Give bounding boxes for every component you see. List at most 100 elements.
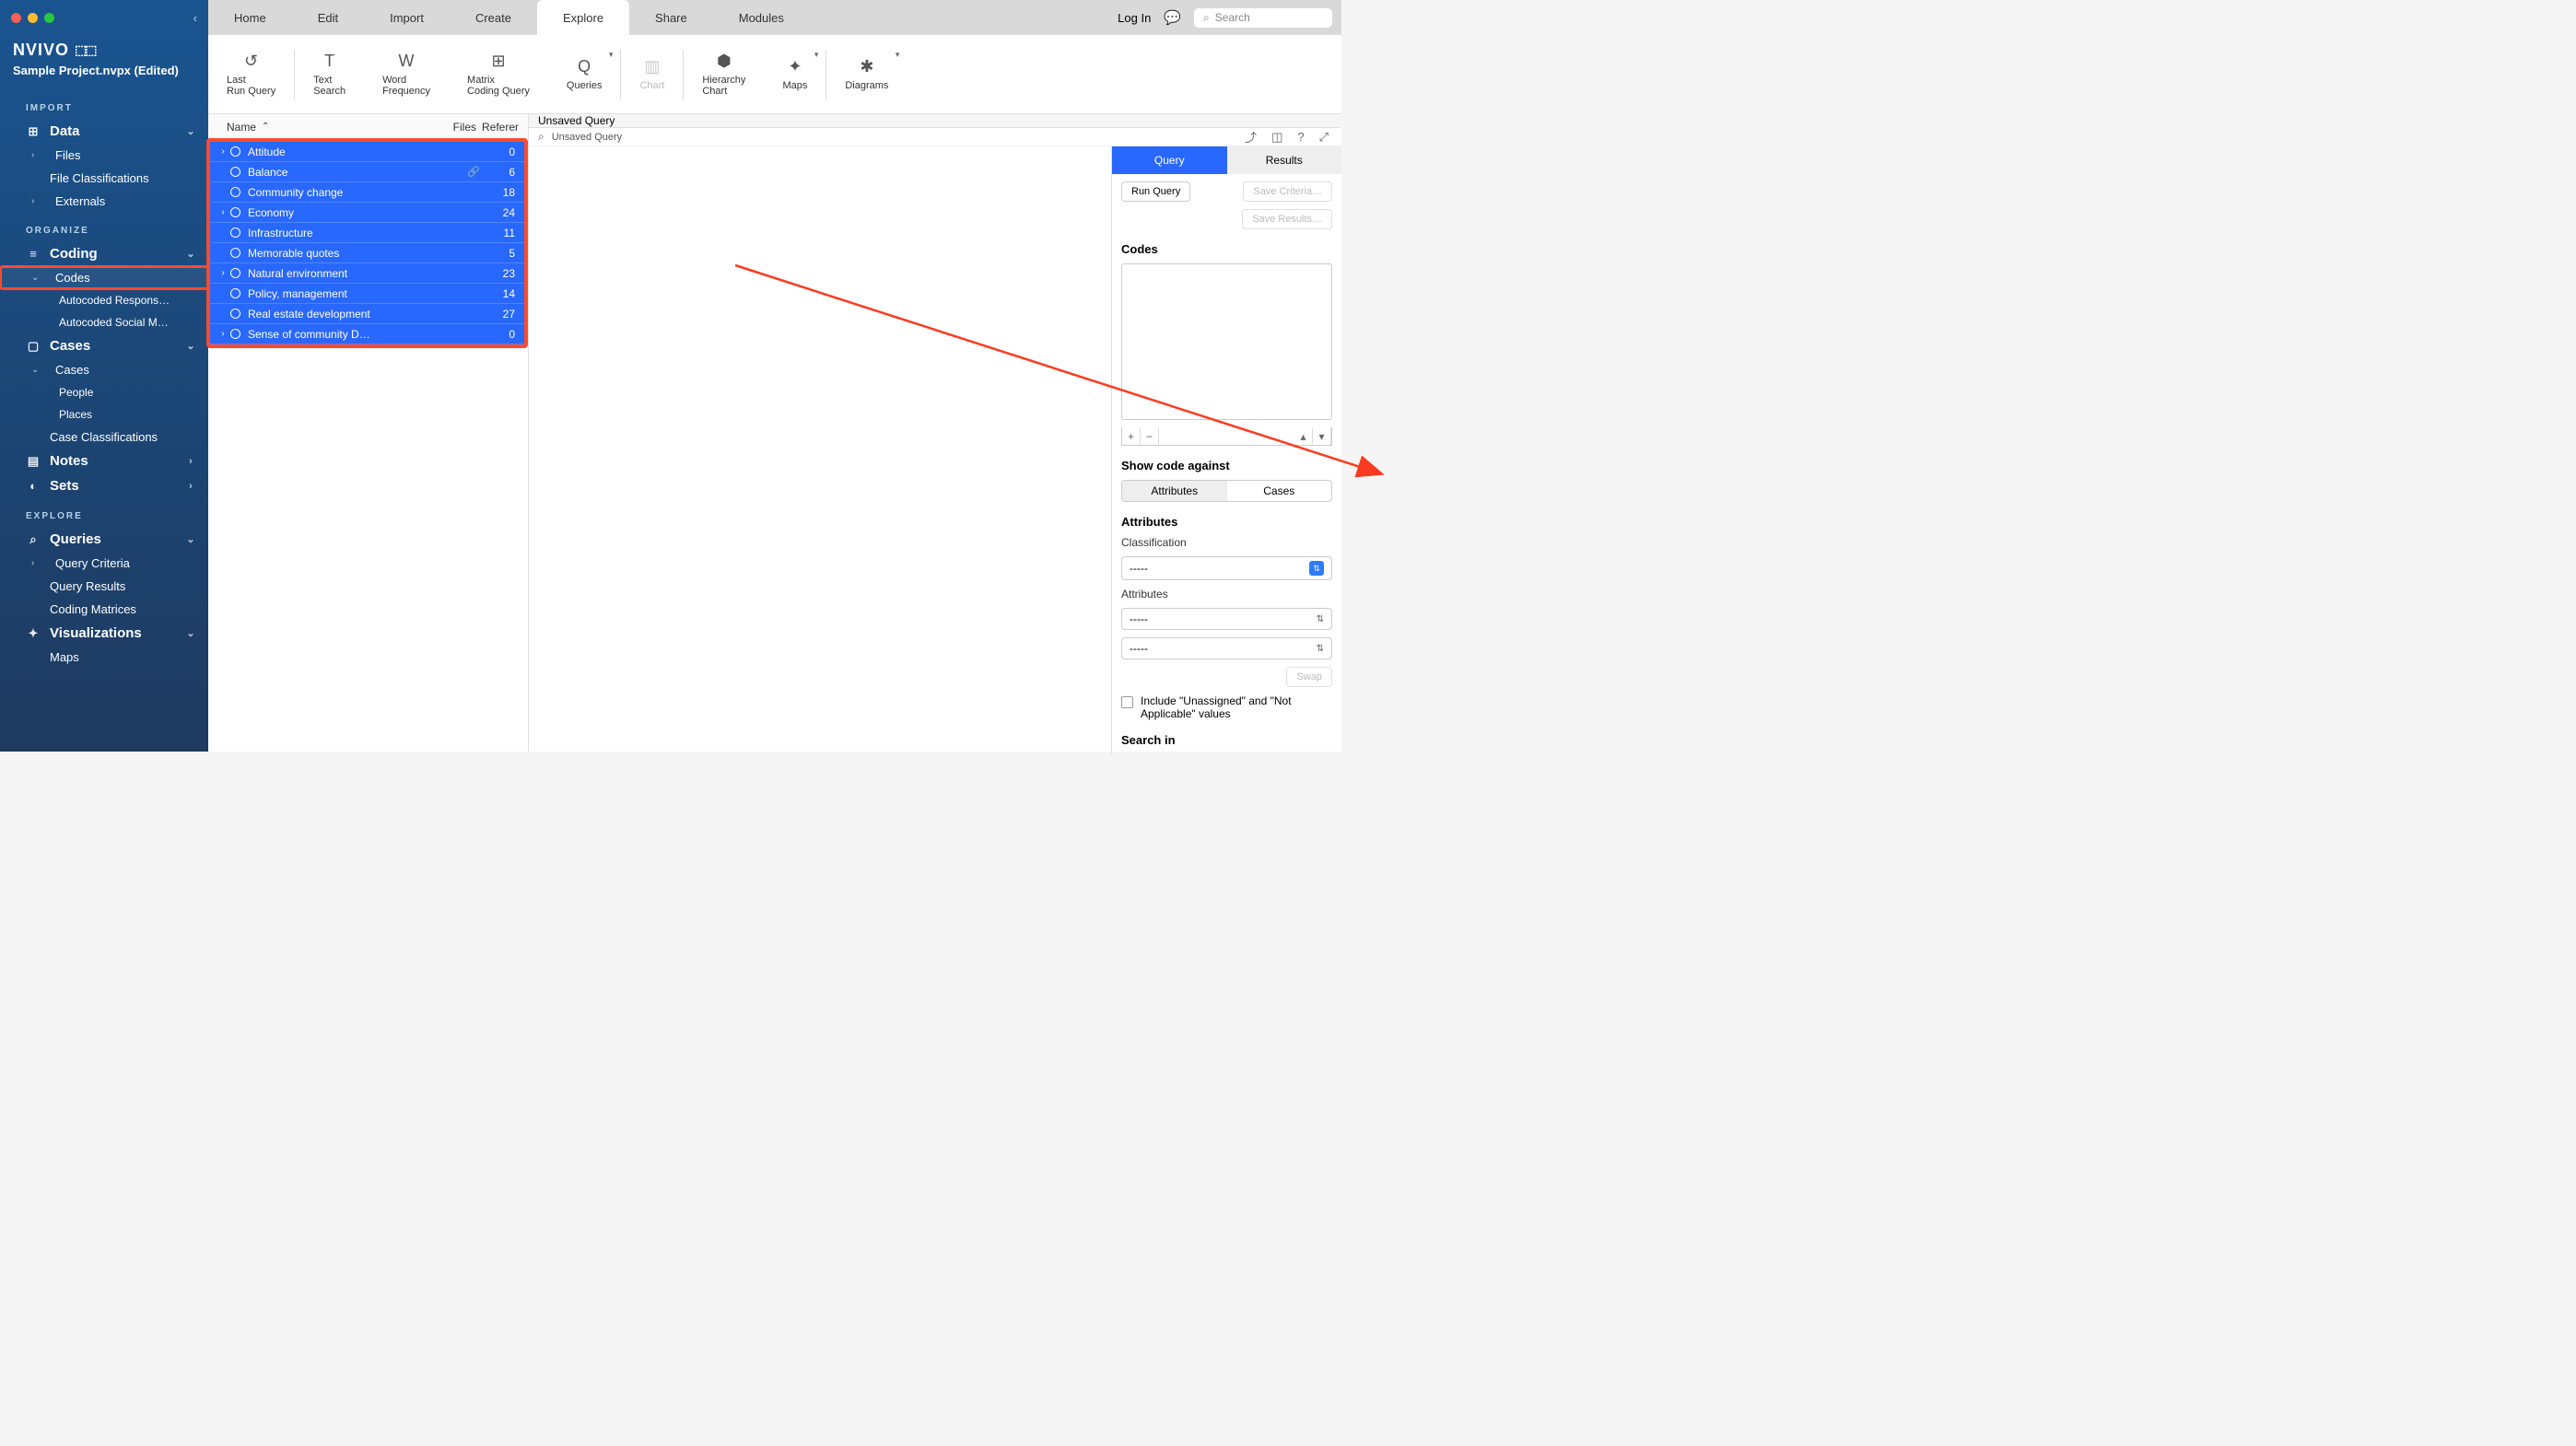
nav-icon: ✦ bbox=[26, 626, 41, 641]
maximize-window-button[interactable] bbox=[44, 13, 54, 23]
classification-select[interactable]: -----⇅ bbox=[1121, 556, 1332, 580]
expand-icon[interactable]: ⌄ bbox=[31, 365, 42, 375]
chevron-icon[interactable]: ⌄ bbox=[184, 248, 197, 260]
seg-cases[interactable]: Cases bbox=[1227, 481, 1332, 501]
chevron-icon[interactable]: ⌄ bbox=[184, 125, 197, 137]
menu-tab-modules[interactable]: Modules bbox=[713, 0, 810, 35]
include-unassigned-check[interactable]: Include "Unassigned" and "Not Applicable… bbox=[1121, 694, 1332, 720]
expand-icon[interactable]: › bbox=[31, 150, 42, 160]
menu-tab-home[interactable]: Home bbox=[208, 0, 292, 35]
code-row[interactable]: ›Sense of community D…0 bbox=[210, 324, 524, 344]
panel-toggle-icon[interactable]: ◫ bbox=[1268, 130, 1286, 145]
nav-data[interactable]: ⊞Data⌄ bbox=[0, 119, 208, 144]
nav-notes[interactable]: ▤Notes› bbox=[0, 449, 208, 473]
share-icon[interactable]: ⤴ bbox=[1241, 128, 1260, 146]
nav-externals[interactable]: ›Externals bbox=[0, 190, 208, 213]
chevron-icon[interactable]: ⌄ bbox=[184, 533, 197, 545]
login-link[interactable]: Log In bbox=[1118, 11, 1151, 25]
save-criteria-button[interactable]: Save Criteria… bbox=[1243, 181, 1332, 202]
ribbon-queries[interactable]: QQueries▾ bbox=[548, 35, 621, 113]
checkbox-icon[interactable] bbox=[1121, 696, 1133, 708]
ribbon-diagrams[interactable]: ✱Diagrams▾ bbox=[826, 35, 907, 113]
remove-code-button[interactable]: − bbox=[1141, 427, 1159, 445]
code-row[interactable]: Real estate development27 bbox=[210, 304, 524, 324]
ribbon-hierarchy-chart[interactable]: ⬢HierarchyChart bbox=[684, 35, 764, 113]
expand-icon[interactable]: › bbox=[31, 196, 42, 206]
nav-sets[interactable]: ◐Sets› bbox=[0, 473, 208, 498]
nav-places[interactable]: Places bbox=[0, 403, 208, 426]
seg-attributes[interactable]: Attributes bbox=[1122, 481, 1227, 501]
expand-icon[interactable]: ⤢ bbox=[1316, 130, 1332, 145]
chevron-icon[interactable]: › bbox=[184, 481, 197, 492]
menu-tab-share[interactable]: Share bbox=[629, 0, 713, 35]
chevron-icon[interactable]: ⌄ bbox=[184, 340, 197, 352]
expand-icon[interactable]: › bbox=[216, 268, 230, 278]
add-code-button[interactable]: + bbox=[1122, 427, 1141, 445]
expand-icon[interactable]: › bbox=[216, 207, 230, 217]
detail-tab[interactable]: Unsaved Query bbox=[538, 114, 615, 127]
code-row[interactable]: ›Attitude0 bbox=[210, 142, 524, 162]
attribute-2-select[interactable]: -----⇅ bbox=[1121, 637, 1332, 659]
code-row[interactable]: ›Economy24 bbox=[210, 203, 524, 223]
move-up-button[interactable]: ▴ bbox=[1294, 427, 1313, 445]
attribute-1-select[interactable]: -----⇅ bbox=[1121, 608, 1332, 630]
nav-case-classifications[interactable]: Case Classifications bbox=[0, 426, 208, 449]
chevron-icon[interactable]: › bbox=[184, 456, 197, 467]
column-name[interactable]: Name⌃ bbox=[227, 121, 434, 134]
comment-icon[interactable]: 💬 bbox=[1164, 9, 1181, 26]
nav-file-classifications[interactable]: File Classifications bbox=[0, 167, 208, 190]
nav-query-results[interactable]: Query Results bbox=[0, 575, 208, 598]
menu-tab-import[interactable]: Import bbox=[364, 0, 450, 35]
menu-tab-edit[interactable]: Edit bbox=[292, 0, 364, 35]
nav-coding[interactable]: ≡Coding⌄ bbox=[0, 241, 208, 266]
column-files[interactable]: Files bbox=[434, 121, 476, 134]
code-name: Policy, management bbox=[248, 287, 460, 300]
nav-query-criteria[interactable]: ›Query Criteria bbox=[0, 552, 208, 575]
expand-icon[interactable]: › bbox=[216, 146, 230, 157]
run-query-button[interactable]: Run Query bbox=[1121, 181, 1190, 202]
ribbon-maps[interactable]: ✦Maps▾ bbox=[764, 35, 825, 113]
codes-drop-area[interactable] bbox=[1121, 263, 1332, 420]
code-row[interactable]: Balance🔗6 bbox=[210, 162, 524, 182]
nav-codes[interactable]: ⌄Codes bbox=[0, 266, 208, 289]
minimize-window-button[interactable] bbox=[28, 13, 38, 23]
nav-autocoded-social-m-[interactable]: Autocoded Social M… bbox=[0, 311, 208, 333]
expand-icon[interactable]: › bbox=[31, 558, 42, 568]
show-against-segmented[interactable]: Attributes Cases bbox=[1121, 480, 1332, 502]
ribbon-last-run-query[interactable]: ↺LastRun Query bbox=[208, 35, 294, 113]
code-row[interactable]: Policy, management14 bbox=[210, 284, 524, 304]
expand-icon[interactable]: ⌄ bbox=[31, 273, 42, 283]
tab-results[interactable]: Results bbox=[1227, 146, 1342, 174]
nav-coding-matrices[interactable]: Coding Matrices bbox=[0, 598, 208, 621]
code-row[interactable]: Infrastructure11 bbox=[210, 223, 524, 243]
ribbon-matrix-coding-query[interactable]: ⊞MatrixCoding Query bbox=[449, 35, 548, 113]
close-window-button[interactable] bbox=[11, 13, 21, 23]
code-files-count: 0 bbox=[487, 328, 515, 341]
nav-label: Notes bbox=[50, 453, 88, 469]
menu-tab-create[interactable]: Create bbox=[450, 0, 537, 35]
column-references[interactable]: References bbox=[476, 121, 519, 134]
nav-visualizations[interactable]: ✦Visualizations⌄ bbox=[0, 621, 208, 646]
nav-cases[interactable]: ▢Cases⌄ bbox=[0, 333, 208, 358]
code-row[interactable]: Community change18 bbox=[210, 182, 524, 203]
save-results-button[interactable]: Save Results… bbox=[1242, 209, 1332, 229]
ribbon-text-search[interactable]: TTextSearch bbox=[295, 35, 364, 113]
chevron-icon[interactable]: ⌄ bbox=[184, 627, 197, 639]
tab-query[interactable]: Query bbox=[1112, 146, 1227, 174]
nav-maps[interactable]: Maps bbox=[0, 646, 208, 669]
menu-tab-explore[interactable]: Explore bbox=[537, 0, 629, 35]
code-row[interactable]: Memorable quotes5 bbox=[210, 243, 524, 263]
sidebar-collapse-button[interactable]: ‹ bbox=[193, 11, 197, 25]
nav-cases[interactable]: ⌄Cases bbox=[0, 358, 208, 381]
expand-icon[interactable]: › bbox=[216, 329, 230, 339]
global-search-input[interactable]: ⌕ Search bbox=[1194, 8, 1332, 28]
nav-people[interactable]: People bbox=[0, 381, 208, 403]
help-icon[interactable]: ? bbox=[1294, 130, 1307, 144]
ribbon-word-frequency[interactable]: WWordFrequency bbox=[364, 35, 449, 113]
swap-button[interactable]: Swap bbox=[1286, 667, 1332, 687]
code-row[interactable]: ›Natural environment23 bbox=[210, 263, 524, 284]
nav-autocoded-respons-[interactable]: Autocoded Respons… bbox=[0, 289, 208, 311]
nav-queries[interactable]: ⌕Queries⌄ bbox=[0, 527, 208, 552]
nav-files[interactable]: ›Files bbox=[0, 144, 208, 167]
move-down-button[interactable]: ▾ bbox=[1313, 427, 1331, 445]
